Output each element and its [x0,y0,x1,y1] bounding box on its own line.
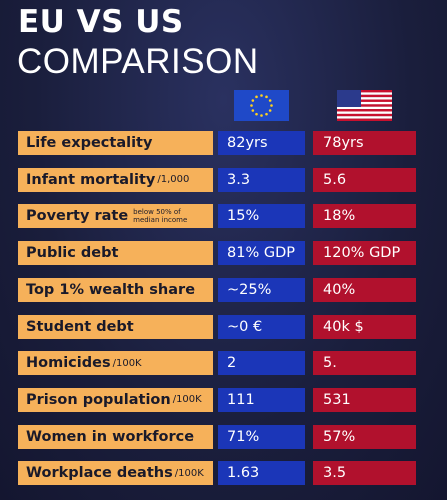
label-text: Infant mortality [26,171,156,188]
row-label: Top 1% wealth share [18,277,213,302]
eu-value: 1.63 [218,461,305,486]
us-value: 3.5 [313,461,416,486]
us-value: 5. [313,351,416,376]
us-value: 78yrs [313,131,416,155]
label-text: Workplace deaths [26,465,173,482]
us-value: 5.6 [313,167,416,192]
us-value: 18% [313,204,416,229]
label-unit: /100K [172,394,202,406]
label-text: Women in workforce [26,428,195,445]
label-unit: below 50% of median income [133,208,188,225]
us-value: 40k $ [313,314,416,339]
label-text: Homicides [26,355,111,372]
eu-value: 3.3 [218,167,305,192]
eu-value: 111 [218,387,305,412]
eu-value: 15% [218,204,305,229]
eu-value: ~25% [218,277,305,302]
eu-flag [234,90,289,121]
row-label: Life expectality [18,131,213,155]
eu-value: ~0 € [218,314,305,339]
row-label: Infant mortality/1,000 [18,167,213,192]
us-value: 57% [313,424,416,449]
label-text: Student debt [26,318,134,335]
row-label: Student debt [18,314,213,339]
us-value: 531 [313,387,416,412]
eu-value: 2 [218,351,305,376]
row-label: Homicides/100K [18,351,213,376]
label-text: Public debt [26,245,119,262]
row-label: Prison population/100K [18,387,213,412]
label-unit: /100K [174,467,204,479]
us-value: 120% GDP [313,241,416,266]
row-label: Public debt [18,241,213,266]
us-value: 40% [313,277,416,302]
label-text: Poverty rate [26,208,129,225]
label-text: Prison population [26,391,171,408]
title: EU VS US [18,4,184,40]
label-unit: /1,000 [157,174,190,186]
us-flag [337,90,392,121]
row-label: Poverty rate below 50% of median income [18,204,213,229]
row-label: Women in workforce [18,424,213,449]
eu-value: 81% GDP [218,241,305,266]
eu-value: 82yrs [218,131,305,155]
row-label: Workplace deaths/100K [18,461,213,486]
label-unit: /100K [112,357,142,369]
label-text: Top 1% wealth share [26,281,196,298]
subtitle: COMPARISON [17,42,259,81]
eu-value: 71% [218,424,305,449]
label-text: Life expectality [26,135,153,151]
